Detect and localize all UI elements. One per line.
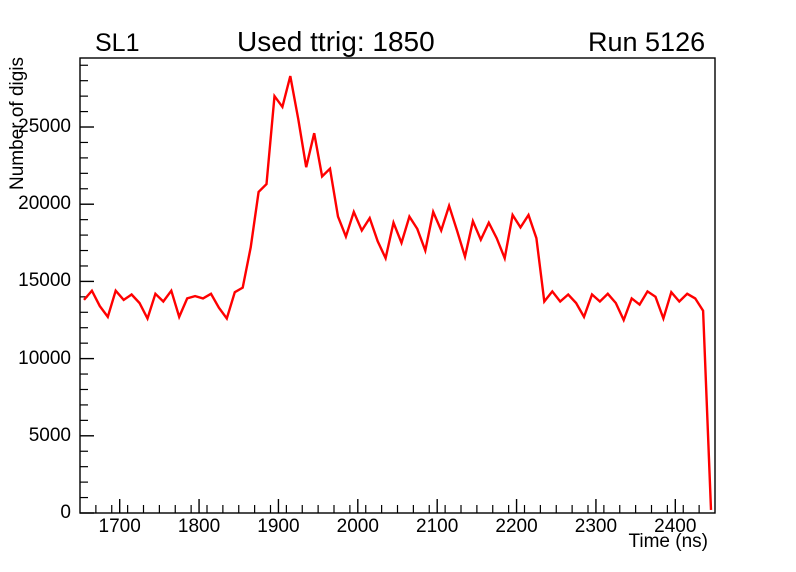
x-tick-label: 1800 — [177, 516, 221, 537]
plot-frame — [79, 57, 716, 514]
x-axis-title: Time (ns) — [628, 531, 708, 552]
pad-label-sl1: SL1 — [95, 29, 140, 57]
data-line — [83, 75, 713, 510]
y-tick-label: 25000 — [18, 116, 71, 137]
y-tick-label: 20000 — [18, 193, 71, 215]
y-tick-label: 15000 — [18, 270, 71, 292]
x-tick-label: 1700 — [98, 516, 141, 537]
y-tick-label: 0 — [60, 502, 71, 523]
x-tick-label: 1900 — [257, 516, 300, 537]
x-tick-label: 2400 — [654, 516, 697, 537]
x-tick-label: 2300 — [574, 516, 618, 537]
x-tick-label: 2200 — [495, 516, 538, 537]
y-tick-label: 5000 — [28, 424, 71, 446]
x-tick-label: 2000 — [336, 516, 379, 537]
chart-title: Used ttrig: 1850 — [237, 26, 435, 57]
y-tick-label: 10000 — [18, 347, 71, 369]
run-number-label: Run 5126 — [588, 27, 706, 57]
x-tick-label: 2100 — [416, 516, 459, 537]
